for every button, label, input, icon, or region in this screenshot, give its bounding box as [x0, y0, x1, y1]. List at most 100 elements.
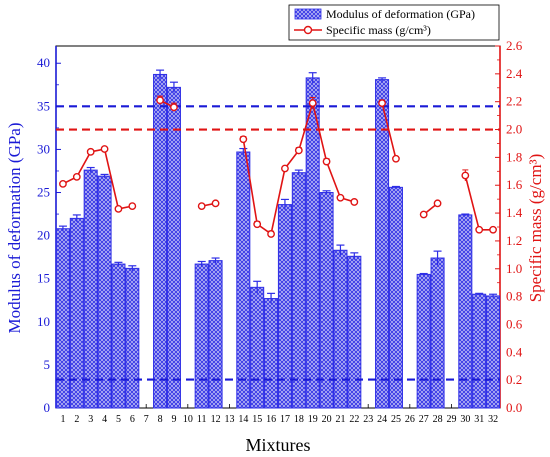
y-tick-label-right: 0.8 — [506, 289, 522, 304]
x-tick-label: 25 — [391, 414, 401, 425]
y-tick-label-right: 2.2 — [506, 94, 522, 109]
y-tick-label-right: 2.6 — [506, 38, 523, 53]
x-tick-label: 2 — [74, 414, 79, 425]
line-point — [211, 199, 220, 208]
bar — [153, 73, 168, 409]
x-tick-label: 30 — [460, 414, 470, 425]
x-tick-label: 28 — [433, 414, 443, 425]
line-point — [294, 146, 303, 155]
x-tick-label: 23 — [363, 414, 373, 425]
y-tick-label-right: 1.4 — [506, 205, 523, 220]
line-point — [336, 193, 345, 202]
x-tick-label: 14 — [238, 414, 248, 425]
x-tick-label: 16 — [266, 414, 276, 425]
x-tick-label: 22 — [349, 414, 359, 425]
x-tick-label: 10 — [183, 414, 193, 425]
line-point — [239, 135, 248, 144]
bar — [166, 86, 181, 409]
line-point — [100, 145, 109, 153]
x-tick-label: 17 — [280, 414, 290, 425]
x-tick-label: 9 — [171, 414, 176, 425]
x-tick-label: 11 — [197, 414, 207, 425]
y-tick-label-left: 5 — [44, 357, 51, 372]
x-tick-label: 5 — [116, 414, 121, 425]
y-tick-label-left: 0 — [44, 400, 51, 415]
bar — [319, 192, 334, 409]
y-tick-label-left: 35 — [37, 98, 50, 113]
x-tick-label: 6 — [130, 414, 135, 425]
x-tick-label: 26 — [405, 414, 415, 425]
line-point — [308, 99, 317, 107]
x-tick-label: 13 — [224, 414, 234, 425]
bar — [416, 273, 431, 409]
bar — [277, 204, 292, 409]
y-tick-label-right: 0.0 — [506, 400, 522, 415]
x-tick-label: 12 — [211, 414, 221, 425]
line-point — [267, 230, 275, 238]
bar — [55, 228, 70, 409]
line-series-segment — [381, 102, 397, 159]
line-point — [350, 198, 359, 206]
line-point — [197, 202, 206, 211]
line-point — [128, 202, 137, 211]
bar — [347, 255, 362, 409]
plot-area: 05101520253035400.00.20.40.60.81.01.21.4… — [37, 38, 523, 425]
y-tick-label-left: 25 — [37, 185, 50, 200]
bar — [208, 260, 223, 409]
y-tick-label-left: 30 — [37, 141, 50, 156]
line-point — [419, 210, 428, 219]
line-point — [170, 103, 178, 112]
line-point — [72, 172, 81, 181]
y-tick-label-right: 0.6 — [506, 316, 523, 331]
bar — [305, 77, 320, 409]
bar — [333, 249, 348, 409]
line-point — [461, 171, 470, 180]
y-tick-label-right: 1.8 — [506, 149, 522, 164]
bar — [236, 151, 251, 409]
x-tick-label: 1 — [60, 414, 65, 425]
line-point — [114, 204, 123, 213]
y-tick-label-right: 1.2 — [506, 233, 522, 248]
line-point — [489, 225, 497, 234]
line-point — [59, 179, 67, 188]
legend-label-line: Specific mass (g/cm³) — [326, 23, 431, 37]
legend-bar-swatch — [294, 8, 322, 20]
x-tick-label: 27 — [419, 414, 429, 425]
bar — [125, 267, 140, 409]
x-tick-label: 8 — [158, 414, 163, 425]
line-point — [86, 147, 95, 156]
x-tick-label: 24 — [377, 414, 387, 425]
x-tick-label: 18 — [294, 414, 304, 425]
bar — [250, 286, 265, 409]
bar — [486, 295, 501, 409]
line-point — [322, 157, 331, 166]
bar — [388, 186, 403, 409]
y-tick-label-right: 2.4 — [506, 66, 523, 81]
legend-box — [288, 4, 500, 41]
y-axis-title-right: Specific mass (g/cm³) — [526, 154, 545, 303]
x-tick-label: 29 — [446, 414, 456, 425]
y-tick-label-right: 1.0 — [506, 261, 522, 276]
line-point — [156, 96, 164, 105]
legend: Modulus of deformation (GPa) Specific ma… — [288, 4, 500, 41]
bar — [194, 263, 209, 409]
line-point — [253, 220, 262, 229]
legend-line-marker — [303, 25, 313, 35]
bar — [97, 175, 112, 409]
x-tick-label: 4 — [102, 414, 107, 425]
y-tick-label-left: 40 — [37, 55, 50, 70]
y-tick-label-left: 20 — [37, 228, 50, 243]
bar — [83, 169, 98, 409]
y-tick-label-left: 15 — [37, 271, 50, 286]
x-tick-label: 32 — [488, 414, 498, 425]
x-tick-label: 21 — [335, 414, 345, 425]
x-tick-label: 31 — [474, 414, 484, 425]
y-tick-label-right: 1.6 — [506, 177, 523, 192]
y-tick-label-right: 0.2 — [506, 372, 522, 387]
line-point — [281, 164, 289, 173]
y-tick-label-left: 10 — [37, 314, 50, 329]
bar — [472, 293, 487, 409]
line-point — [433, 199, 442, 208]
line-point — [378, 99, 386, 107]
